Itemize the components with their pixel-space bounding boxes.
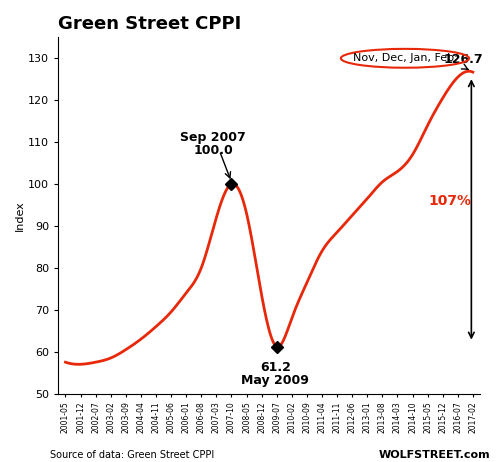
Text: May 2009: May 2009 <box>242 374 309 387</box>
Y-axis label: Index: Index <box>15 200 25 231</box>
Text: WOLFSTREET.com: WOLFSTREET.com <box>378 450 490 460</box>
Text: 100.0: 100.0 <box>194 144 233 157</box>
Text: 107%: 107% <box>428 194 472 208</box>
Text: Source of data: Green Street CPPI: Source of data: Green Street CPPI <box>50 450 214 460</box>
Text: Green Street CPPI: Green Street CPPI <box>58 15 241 33</box>
Text: 126.7: 126.7 <box>444 53 484 66</box>
Text: Nov, Dec, Jan, Feb:: Nov, Dec, Jan, Feb: <box>352 53 458 63</box>
Text: Sep 2007: Sep 2007 <box>180 131 246 144</box>
Text: 61.2: 61.2 <box>260 361 290 374</box>
